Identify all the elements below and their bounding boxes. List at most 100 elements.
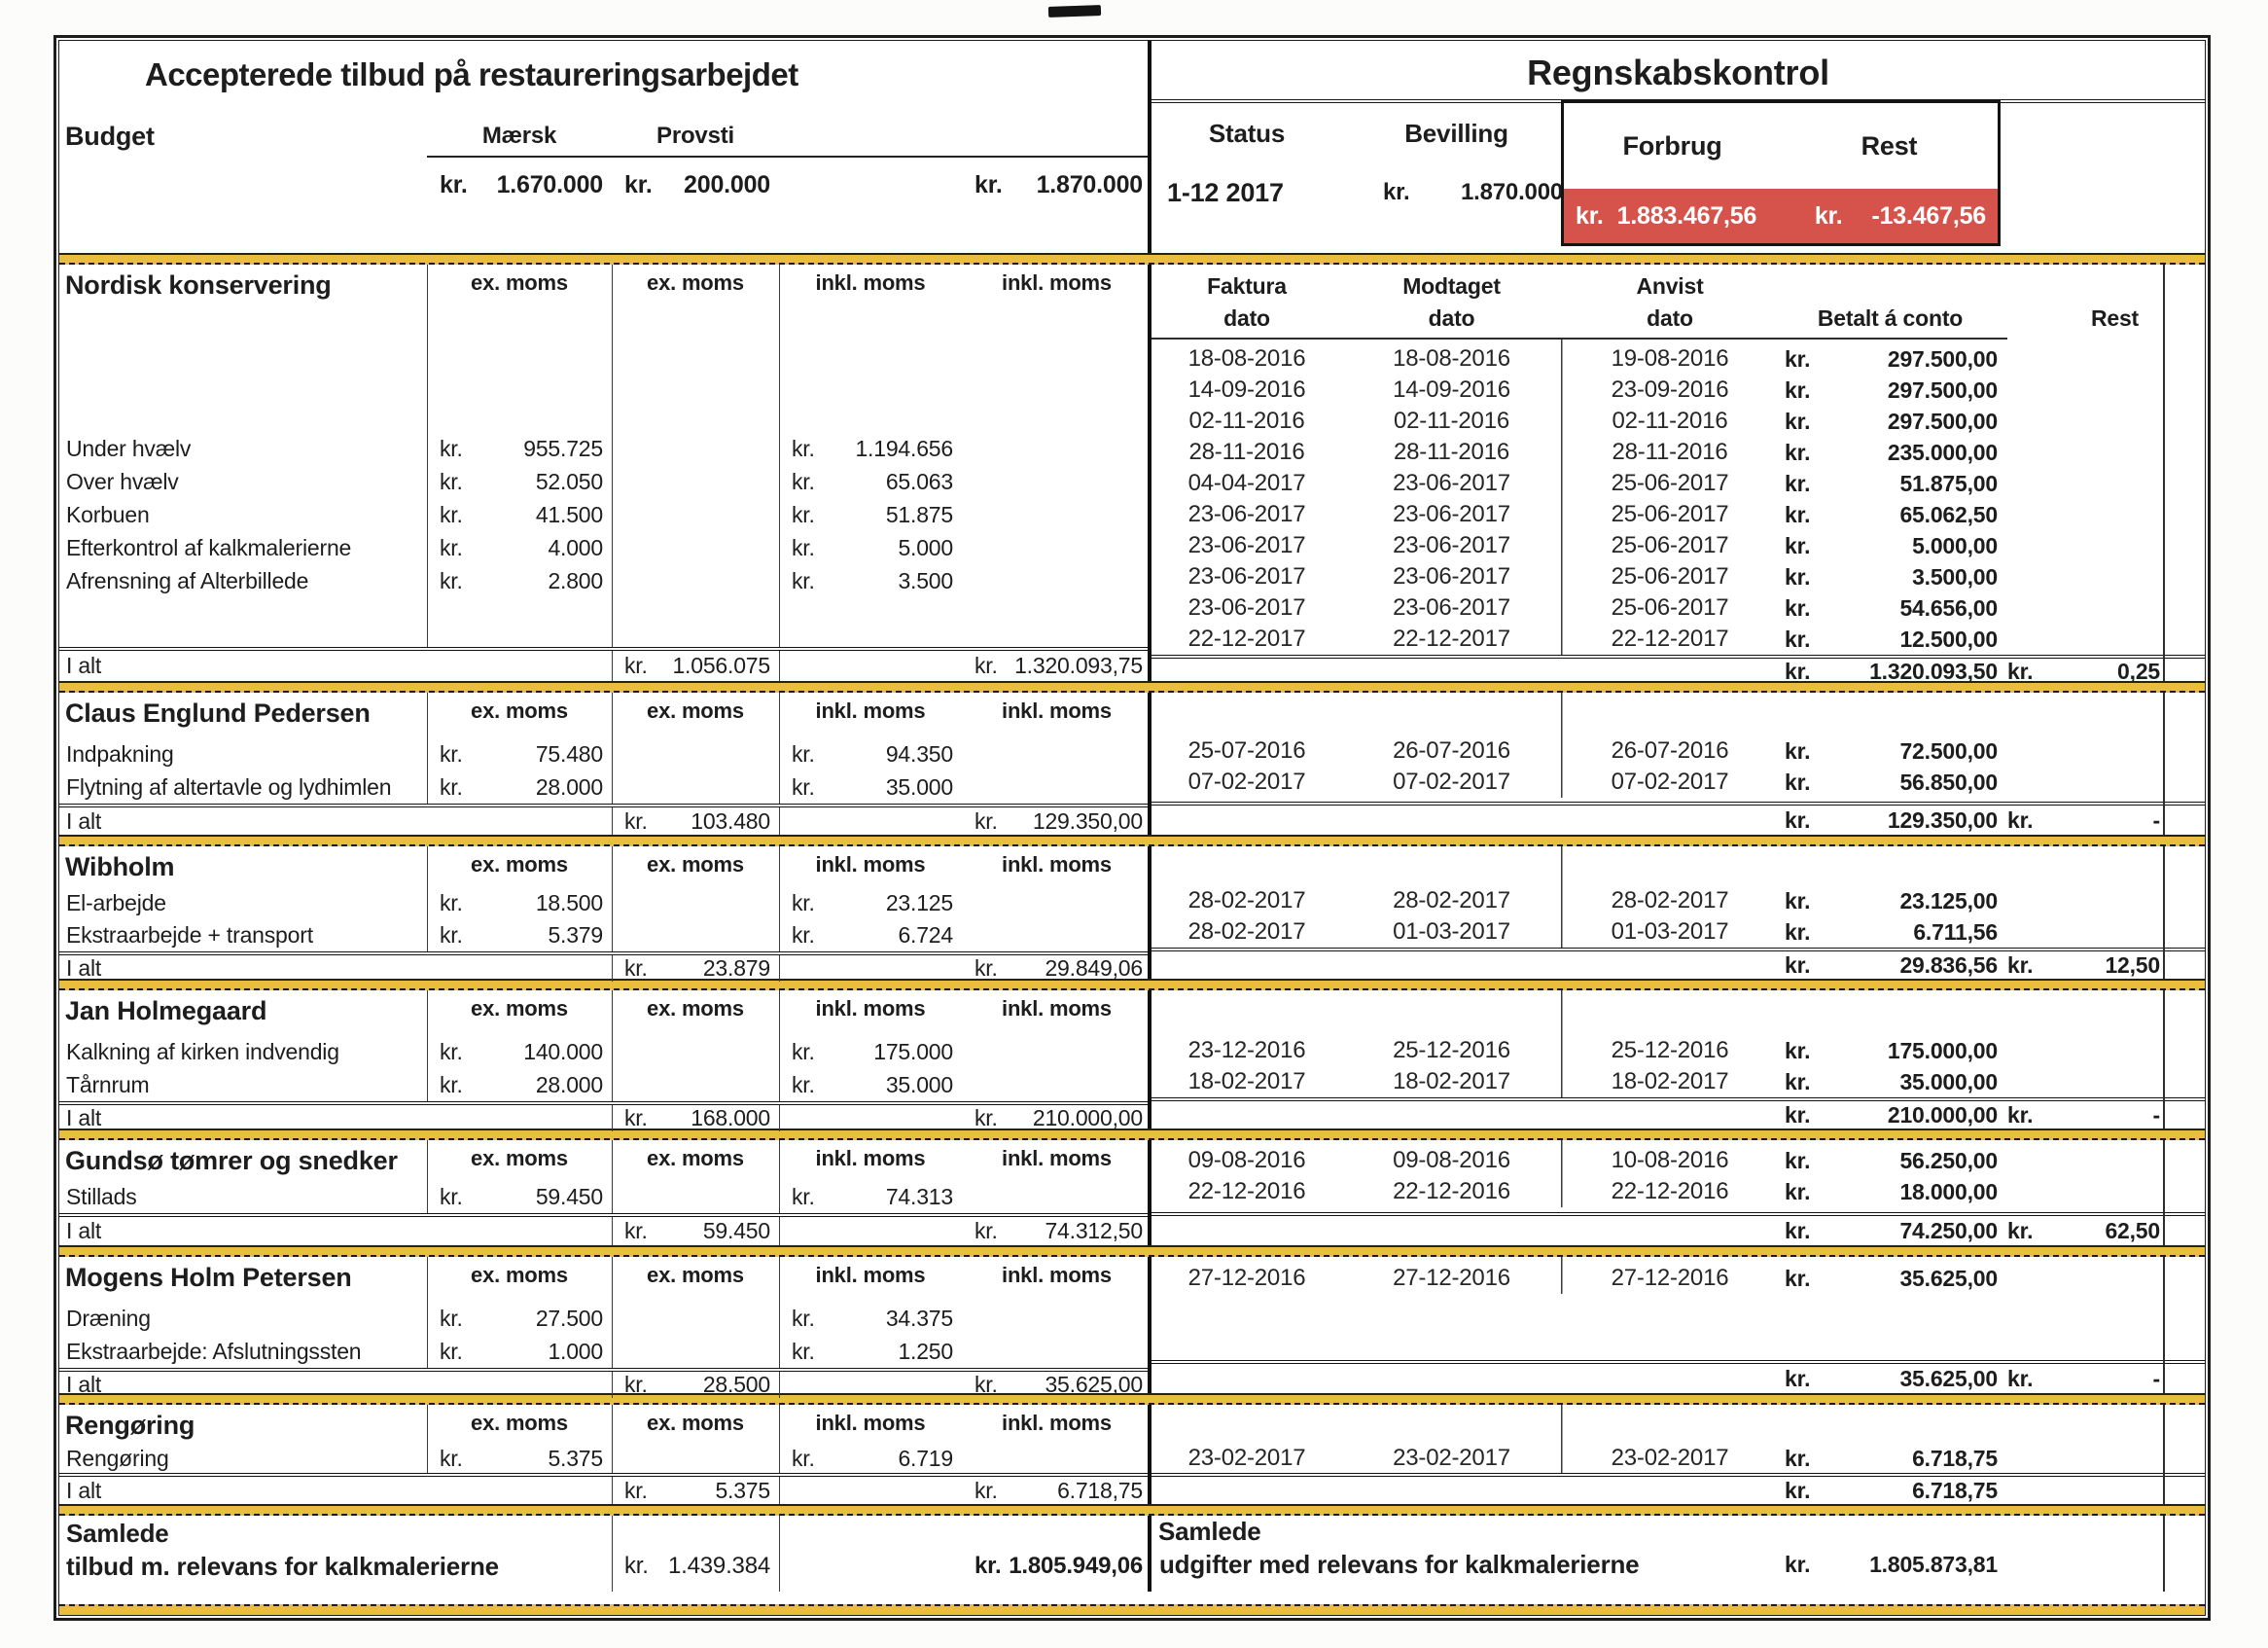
samlede-ex-moms: kr. 1.439.384 [624,1553,770,1579]
currency-label: kr. [624,1105,648,1130]
vendor-name: Rengøring [65,1411,195,1440]
item-inkl-moms: kr. 34.375 [792,1305,953,1331]
currency-label: kr. [1785,408,1811,434]
currency-label: kr. [975,807,998,834]
budget-item-row: El-arbejde kr. 18.500 kr. 23.125 [59,887,1148,919]
currency-label: kr. [975,1105,998,1130]
status-label: Status [1208,118,1286,148]
item-ex-moms: kr. 75.480 [440,740,603,767]
item-inkl-moms: kr. 35.000 [792,773,953,800]
paid-total: 74.250,00 [1899,1217,1998,1243]
budget-item-row: Stillads kr. 59.450 kr. 74.313 [59,1181,1148,1213]
currency-label: kr. [975,1372,998,1397]
vendor-total-row: I alt kr. 168.000 kr. 210.000,00 [59,1101,1148,1131]
item-label: Flytning af altertavle og lydhimlen [66,773,392,800]
section-claus-englund-pedersen: Claus Englund Pedersen ex. moms ex. moms… [59,693,2205,835]
total-ex-moms: kr. 23.879 [624,955,770,981]
currency-label: kr. [2007,659,2034,684]
currency-label: kr. [2007,1101,2034,1128]
item-inkl-moms: kr. 51.875 [792,501,953,527]
samlede-label: Samlede [66,1518,169,1548]
vendor-total-row: I alt kr. 1.056.075 kr. 1.320.093,75 [59,647,1148,681]
modtaget-dato: 18-08-2016 [1393,345,1510,372]
modtaget-dato: 23-06-2017 [1393,501,1510,527]
currency-label: kr. [1785,918,1811,945]
currency-label: kr. [792,1338,815,1364]
currency-label: kr. [975,170,1003,198]
modtaget-dato: 23-06-2017 [1393,563,1510,590]
item-label: Efterkontrol af kalkmalerierne [66,534,352,560]
item-ex-moms: kr. 27.500 [440,1305,603,1331]
payments-total-row: kr. 1.320.093,50 kr. 0,25 [1152,655,2205,685]
anvist-dato: 19-08-2016 [1611,345,1729,372]
vendor-total-row: I alt kr. 23.879 kr. 29.849,06 [59,951,1148,982]
currency-label: kr. [624,955,648,981]
betalt-amount: 235.000,00 [1887,439,1998,465]
section-rengoring: Rengøring ex. moms ex. moms inkl. moms i… [59,1405,2205,1504]
item-ex-moms: kr. 4.000 [440,534,603,560]
budget-item-row: Afrensning af Alterbillede kr. 2.800 kr. 3… [59,564,1148,597]
item-label: Stillads [66,1184,137,1209]
payment-row: 23-06-2017 23-06-2017 25-06-2017 kr. 3.5… [1152,561,2205,592]
faktura-dato: 02-11-2016 [1188,408,1305,434]
vendor-items: Stillads kr. 59.450 kr. 74.313 [59,1181,1148,1213]
betalt-amount: 6.718,75 [1912,1445,1998,1471]
currency-label: kr. [792,922,815,948]
betalt-a-conto-header: Betalt á conto [1817,305,1964,331]
anvist-dato: 25-06-2017 [1611,594,1729,621]
paid-total: 129.350,00 [1887,806,1998,833]
payments-list: 09-08-2016 09-08-2016 10-08-2016 kr. 56.… [1152,1140,2205,1207]
section-jan-holmegaard: Jan Holmegaard ex. moms ex. moms inkl. m… [59,990,2205,1131]
paid-rest: 62,50 [2105,1217,2160,1243]
payment-row: 23-06-2017 23-06-2017 25-06-2017 kr. 54.… [1152,592,2205,624]
samlede-tilbud-label: tilbud m. relevans for kalkmalerierne [66,1551,499,1581]
currency-label: kr. [440,468,463,494]
faktura-dato: 28-11-2016 [1188,439,1305,465]
modtaget-dato: 23-06-2017 [1393,470,1510,496]
item-ex-moms: kr. 52.050 [440,468,603,494]
budget-item-row: Kalkning af kirken indvendig kr. 140.000 … [59,1035,1148,1068]
budget-label: Budget [65,121,155,151]
payments-total-row: kr. 35.625,00 kr. - [1152,1360,2205,1393]
faktura-dato: 18-08-2016 [1187,345,1306,372]
forbrug-label: Forbrug [1622,130,1722,161]
total-inkl-moms: kr. 6.718,75 [975,1477,1143,1503]
control-title: Regnskabskontrol [1152,41,2205,103]
budget-underline [427,156,1148,158]
currency-label: kr. [440,1338,463,1364]
currency-label: kr. [1785,659,1811,684]
item-ex-moms: kr. 140.000 [440,1038,603,1064]
vendor-items: Under hvælv kr. 955.725 kr. 1.194.656 Over… [59,432,1148,597]
currency-label: kr. [1785,769,1811,795]
payments-total-row: kr. 6.718,75 [1152,1473,2205,1504]
page-title: Accepterede tilbud på restaureringsarbej… [145,56,798,92]
vendor-total-row: I alt kr. 5.375 kr. 6.718,75 [59,1473,1148,1504]
item-label: Korbuen [66,501,150,527]
item-inkl-moms: kr. 65.063 [792,468,953,494]
budget-item-row: Korbuen kr. 41.500 kr. 51.875 [59,498,1148,531]
currency-label: kr. [1785,1445,1811,1471]
currency-label: kr. [1785,1147,1811,1173]
section-separator [59,1245,2205,1257]
paid-total: 1.320.093,50 [1869,659,1998,684]
betalt-amount: 175.000,00 [1887,1037,1998,1063]
vendor-total-row: I alt kr. 59.450 kr. 74.312,50 [59,1213,1148,1245]
payments-list: 28-02-2017 28-02-2017 28-02-2017 kr. 23.… [1152,846,2205,948]
currency-label: kr. [440,1184,463,1209]
faktura-dato: 22-12-2017 [1187,626,1306,652]
budget-item-row: Efterkontrol af kalkmalerierne kr. 4.000 … [59,531,1148,564]
payments-total-row: kr. 129.350,00 kr. - [1152,802,2205,835]
item-ex-moms: kr. 5.379 [440,922,603,948]
modtaget-dato: 14-09-2016 [1393,376,1510,403]
currency-label: kr. [792,435,815,461]
item-label: Over hvælv [66,468,179,494]
currency-label: kr. [792,534,815,560]
vendor-name: Mogens Holm Petersen [65,1263,352,1292]
rest-value: -13.467,56 [1871,201,1986,230]
paid-total: 6.718,75 [1912,1477,1998,1503]
currency-label: kr. [440,740,463,767]
document-frame: Accepterede tilbud på restaureringsarbej… [53,35,2211,1621]
betalt-amount: 56.850,00 [1899,769,1998,795]
currency-label: kr. [975,1477,998,1503]
vendor-name: Wibholm [65,852,175,881]
